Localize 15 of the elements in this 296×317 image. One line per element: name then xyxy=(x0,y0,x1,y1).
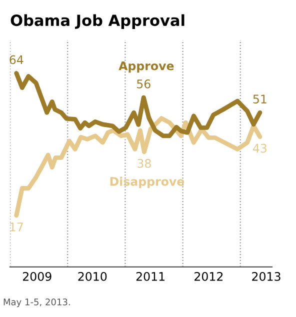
data-label: 56 xyxy=(137,79,150,88)
data-label: 51 xyxy=(253,94,266,104)
data-label: 38 xyxy=(138,158,151,168)
x-tick-label: 2011 xyxy=(136,272,164,281)
x-tick-label: 2012 xyxy=(194,272,223,281)
x-tick-label: 2010 xyxy=(78,272,107,281)
x-tick-label: 2013 xyxy=(252,272,280,281)
text: Approve xyxy=(118,62,174,73)
x-tick-label: 2009 xyxy=(22,272,52,281)
data-label: 43 xyxy=(253,144,266,153)
data-label: 17 xyxy=(10,222,23,232)
text: May 1-5, 2013. xyxy=(4,298,70,308)
text: Disapprove xyxy=(110,176,184,188)
data-label: 64 xyxy=(10,55,24,64)
chart-title: Obama Job Approval xyxy=(10,14,184,30)
